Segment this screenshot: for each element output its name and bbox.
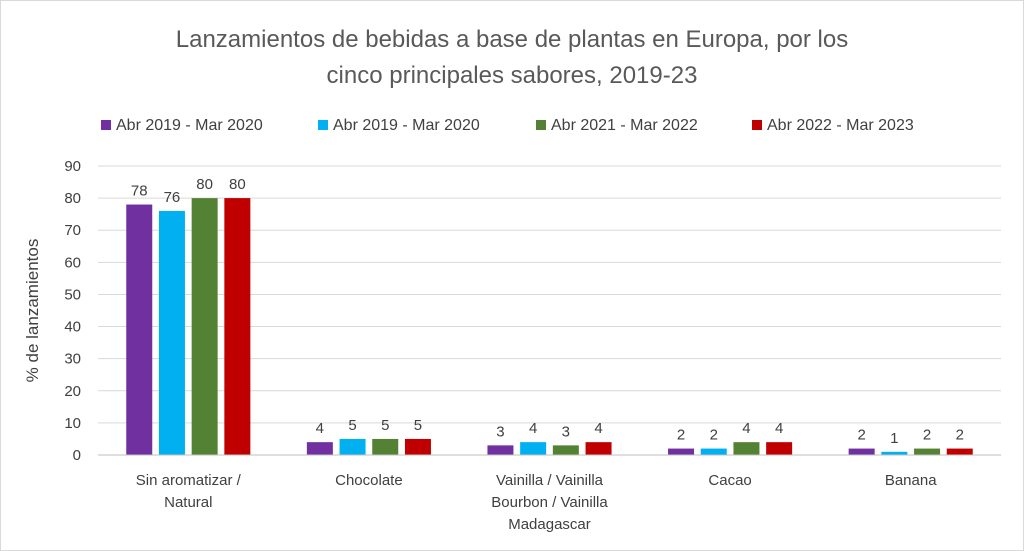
data-label: 80: [229, 176, 246, 193]
y-tick-label: 40: [64, 319, 81, 336]
data-label: 5: [414, 417, 422, 434]
y-tick-label: 60: [64, 254, 81, 271]
legend-item: Abr 2022 - Mar 2023: [752, 117, 914, 134]
legend-swatch: [101, 120, 111, 130]
category-label: Sin aromatizar /: [136, 472, 242, 489]
bar: [404, 438, 431, 455]
data-label: 4: [316, 420, 324, 437]
legend-label: Abr 2019 - Mar 2020: [116, 117, 263, 134]
bar: [520, 442, 547, 455]
y-tick-label: 30: [64, 351, 81, 368]
x-axis: Sin aromatizar / Natural Chocolate Vainilla…: [98, 454, 1001, 533]
data-label: 2: [923, 427, 931, 444]
chart-title-line: Lanzamientos de bebidas a base de planta…: [176, 26, 848, 53]
bar: [668, 448, 695, 455]
bar: [487, 445, 514, 455]
data-label: 1: [890, 430, 898, 447]
category-label: Chocolate: [335, 472, 403, 489]
bar: [306, 442, 333, 455]
bar: [191, 198, 218, 455]
chart-title: Lanzamientos de bebidas a base de planta…: [176, 26, 848, 89]
y-axis: 0 10 20 30 40 50 60 70 80 90 % de lanzamientos: [23, 158, 81, 464]
legend-item: Abr 2021 - Mar 2022: [536, 117, 698, 134]
bars: [126, 198, 973, 455]
legend-label: Abr 2021 - Mar 2022: [551, 117, 698, 134]
legend-swatch: [752, 120, 762, 130]
bar: [126, 204, 153, 455]
y-tick-label: 90: [64, 158, 81, 175]
data-label: 76: [164, 189, 181, 206]
y-tick-label: 50: [64, 286, 81, 303]
y-tick-label: 70: [64, 222, 81, 239]
legend: Abr 2019 - Mar 2020 Abr 2019 - Mar 2020 Ab…: [101, 117, 914, 134]
legend-swatch: [318, 120, 328, 130]
bar: [946, 448, 973, 455]
data-label: 3: [562, 423, 570, 440]
bar: [914, 448, 941, 455]
y-axis-label: % de lanzamientos: [23, 239, 42, 383]
legend-label: Abr 2022 - Mar 2023: [767, 117, 914, 134]
y-tick-label: 10: [64, 415, 81, 432]
y-tick-label: 20: [64, 383, 81, 400]
data-label: 5: [381, 417, 389, 434]
chart-title-line: cinco principales sabores, 2019-23: [327, 62, 698, 89]
bar: [881, 451, 908, 455]
data-label: 80: [196, 176, 213, 193]
data-label: 2: [956, 427, 964, 444]
data-label: 5: [348, 417, 356, 434]
bar: [733, 442, 760, 455]
data-label: 78: [131, 183, 148, 200]
data-label: 2: [857, 427, 865, 444]
bar: [158, 210, 185, 455]
legend-swatch: [536, 120, 546, 130]
bar: [552, 445, 579, 455]
data-label: 4: [742, 420, 750, 437]
category-label: Madagascar: [508, 516, 591, 533]
bar: [848, 448, 875, 455]
category-label: Natural: [164, 494, 212, 511]
bar: [766, 442, 793, 455]
bar: [224, 198, 251, 455]
bar: [372, 438, 399, 455]
data-label: 4: [529, 420, 537, 437]
category-label: Vainilla / Vainilla: [496, 472, 604, 489]
category-label: Bourbon / Vainilla: [491, 494, 608, 511]
legend-item: Abr 2019 - Mar 2020: [318, 117, 480, 134]
y-tick-label: 80: [64, 190, 81, 207]
data-label: 2: [677, 427, 685, 444]
data-label: 3: [496, 423, 504, 440]
legend-label: Abr 2019 - Mar 2020: [333, 117, 480, 134]
data-label: 4: [775, 420, 783, 437]
bar: [339, 438, 366, 455]
bar: [700, 448, 727, 455]
legend-item: Abr 2019 - Mar 2020: [101, 117, 263, 134]
data-labels: 78 76 80 80 4 5 5 5 3 4 3 4 2 2 4 4 2 1 2 2: [131, 176, 964, 447]
category-label: Cacao: [708, 472, 751, 489]
bar: [585, 442, 612, 455]
data-label: 4: [594, 420, 602, 437]
category-label: Banana: [885, 472, 937, 489]
data-label: 2: [710, 427, 718, 444]
y-tick-label: 0: [73, 447, 81, 464]
